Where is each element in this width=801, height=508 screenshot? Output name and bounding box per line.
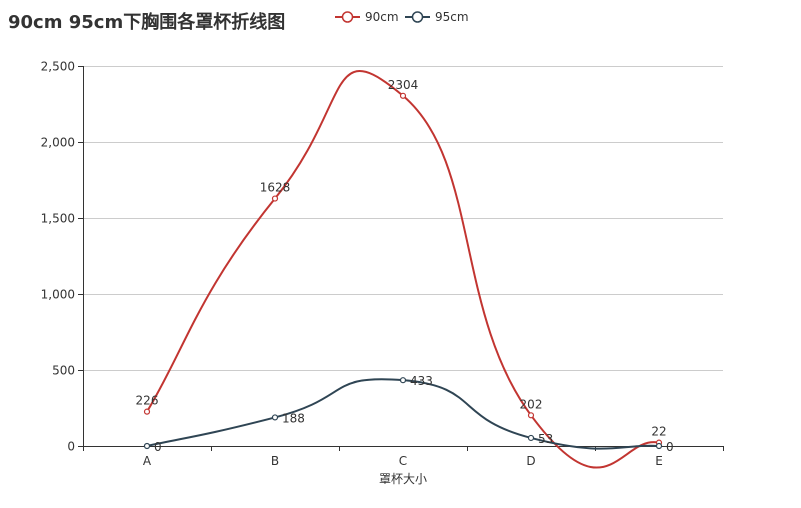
x-axis-title: 罩杯大小 <box>379 472 427 486</box>
data-point <box>399 377 407 384</box>
legend-marker <box>411 11 424 23</box>
x-tick-label: E <box>655 454 663 468</box>
legend[interactable]: 90cm 95cm <box>335 10 469 24</box>
legend-item-95cm[interactable]: 95cm <box>405 10 469 24</box>
legend-item-90cm[interactable]: 90cm <box>335 10 399 24</box>
y-tick-label: 1,500 <box>41 212 75 226</box>
series-line-95cm <box>146 378 660 450</box>
data-point <box>527 412 535 419</box>
series-lines <box>143 70 663 469</box>
data-point <box>655 442 663 450</box>
y-tick-label: 2,500 <box>41 60 75 74</box>
data-point <box>399 92 407 99</box>
data-point <box>271 414 279 421</box>
legend-label: 95cm <box>435 10 469 24</box>
x-tick-label: A <box>143 454 152 468</box>
y-tick-label: 500 <box>52 364 75 378</box>
series-95cm <box>143 377 663 450</box>
data-label: 53 <box>538 432 553 446</box>
data-label: 0 <box>154 440 162 454</box>
data-label: 226 <box>136 394 159 408</box>
data-point <box>271 195 279 202</box>
legend-label: 90cm <box>365 10 399 24</box>
x-tick-label: B <box>271 454 279 468</box>
x-tick-label: D <box>526 454 535 468</box>
data-label: 0 <box>666 440 674 454</box>
data-label: 202 <box>520 397 543 411</box>
data-label: 22 <box>651 425 666 439</box>
x-tick-label: C <box>399 454 407 468</box>
data-point <box>143 442 151 450</box>
series-90cm <box>143 70 663 469</box>
legend-marker <box>341 11 354 23</box>
y-tick-label: 1,000 <box>41 288 75 302</box>
series-line-90cm <box>146 70 660 469</box>
grid-lines <box>83 66 723 371</box>
data-point <box>527 434 535 442</box>
y-tick-label: 0 <box>67 440 75 454</box>
data-label: 2304 <box>388 78 419 92</box>
chart-title: 90cm 95cm下胸围各罩杯折线图 <box>8 12 286 33</box>
axes: 0 500 1,000 1,500 2,000 2,500 A B C D E 罩杯大小 <box>41 60 724 486</box>
data-label: 433 <box>410 374 433 388</box>
data-point <box>143 408 151 415</box>
y-tick-label: 2,000 <box>41 136 75 150</box>
data-label: 1628 <box>260 181 291 195</box>
data-label: 188 <box>282 411 305 425</box>
